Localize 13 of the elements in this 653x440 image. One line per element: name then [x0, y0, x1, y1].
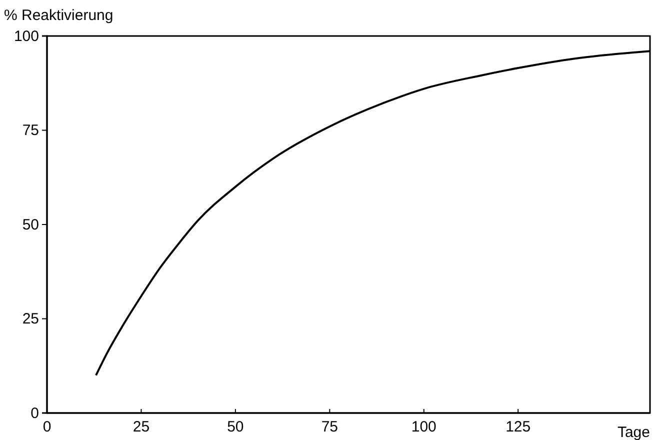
y-tick-label: 25	[22, 310, 39, 328]
x-axis-title: Tage	[617, 424, 650, 440]
x-tick-label: 125	[506, 418, 531, 436]
x-tick-label: 100	[411, 418, 436, 436]
x-tick-label: 0	[42, 418, 52, 436]
x-tick-label: 75	[321, 418, 338, 436]
y-axis-title: % Reaktivierung	[4, 7, 114, 24]
y-tick-label: 50	[22, 216, 39, 234]
x-tick-label: 25	[132, 418, 150, 436]
y-tick-label: 0	[30, 404, 39, 422]
x-tick-label: 50	[227, 418, 244, 436]
y-tick-label: 75	[22, 122, 39, 140]
y-tick-label: 100	[14, 28, 39, 45]
